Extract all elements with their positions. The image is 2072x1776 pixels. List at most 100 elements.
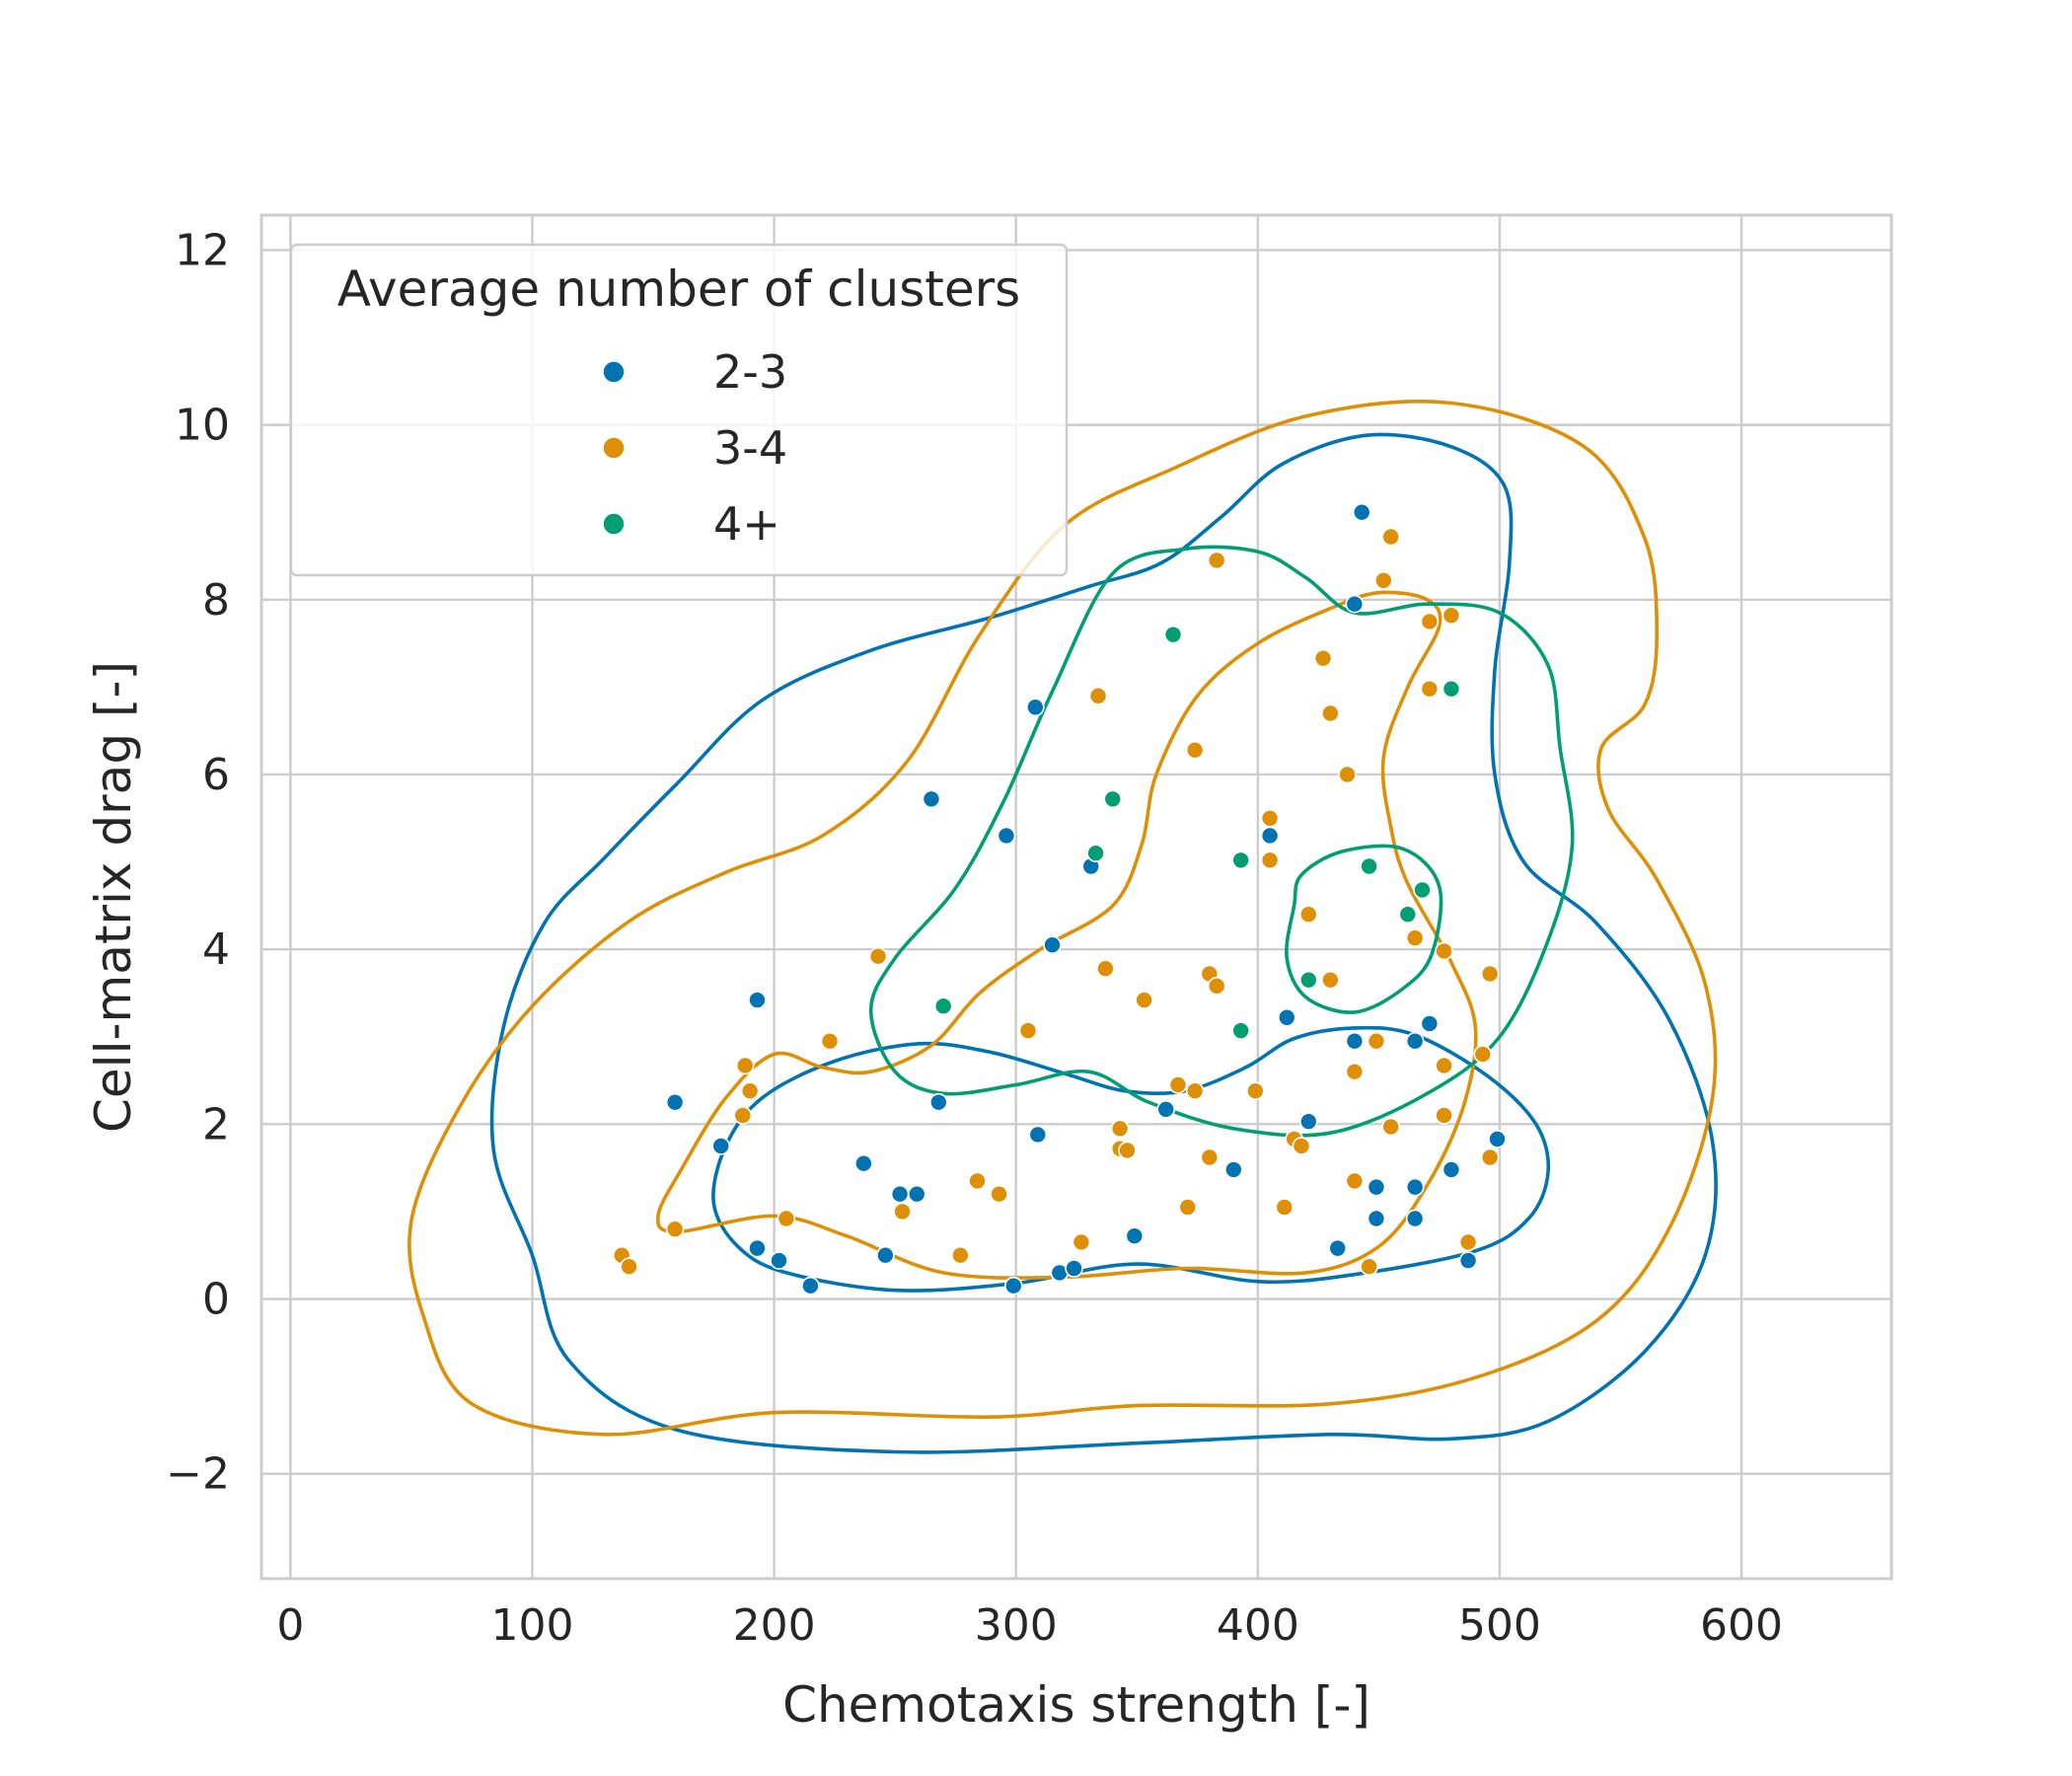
data-point-series-2	[1231, 851, 1250, 870]
density-contours	[407, 400, 1718, 1454]
data-point-series-0	[748, 1238, 767, 1258]
data-point-series-0	[665, 1092, 685, 1112]
data-point-series-2	[933, 997, 953, 1016]
data-point-series-1	[1207, 551, 1226, 570]
data-point-series-0	[922, 789, 941, 809]
data-point-series-0	[928, 1092, 948, 1112]
data-point-series-0	[1277, 1007, 1296, 1027]
data-point-series-1	[1345, 1062, 1365, 1081]
data-point-series-1	[951, 1245, 970, 1265]
data-point-series-1	[1338, 765, 1357, 784]
y-tick-label: 12	[175, 225, 230, 275]
data-point-series-1	[1373, 571, 1393, 590]
y-tick-label: 2	[202, 1099, 230, 1149]
data-point-series-1	[1420, 679, 1440, 699]
x-tick-label: 500	[1458, 1600, 1541, 1651]
data-point-series-0	[801, 1276, 820, 1295]
data-point-series-1	[1110, 1119, 1130, 1139]
data-point-series-2	[1103, 789, 1123, 809]
data-point-series-0	[770, 1251, 788, 1270]
legend-marker-4+	[602, 512, 626, 536]
y-tick-label: −2	[166, 1449, 230, 1500]
contour-series-0-level-0	[711, 1025, 1551, 1293]
data-point-series-2	[1231, 1021, 1250, 1040]
contour-series-0-level-1	[489, 432, 1718, 1454]
data-point-series-1	[893, 1202, 912, 1221]
y-tick-label: 8	[202, 575, 230, 626]
data-point-series-1	[968, 1171, 987, 1191]
data-point-series-1	[1298, 905, 1318, 925]
data-point-series-1	[1420, 612, 1440, 631]
x-tick-label: 300	[975, 1600, 1058, 1651]
data-point-series-2	[1442, 679, 1461, 699]
data-point-series-0	[1298, 1112, 1318, 1131]
data-point-series-0	[1125, 1226, 1145, 1246]
data-point-series-1	[1321, 970, 1340, 990]
data-point-series-1	[1200, 1147, 1220, 1167]
data-point-series-0	[1065, 1259, 1083, 1278]
data-point-series-1	[735, 1056, 755, 1075]
data-point-series-1	[1345, 1171, 1365, 1191]
data-point-series-0	[890, 1184, 910, 1204]
data-point-series-1	[1435, 1056, 1453, 1075]
data-point-series-0	[1156, 1099, 1175, 1119]
data-point-series-1	[620, 1257, 638, 1277]
contour-series-2-level-1	[868, 545, 1575, 1138]
data-point-series-1	[1072, 1232, 1091, 1252]
data-point-series-1	[1275, 1198, 1295, 1217]
data-point-series-0	[907, 1184, 926, 1204]
legend-marker-3-4	[602, 436, 626, 460]
data-point-series-0	[1352, 502, 1371, 522]
data-point-series-1	[1096, 959, 1115, 978]
data-point-series-0	[1345, 594, 1365, 614]
data-point-series-2	[1086, 844, 1105, 863]
data-point-series-2	[1360, 856, 1378, 876]
contour-series-1-level-1	[407, 400, 1718, 1437]
data-point-series-0	[1367, 1209, 1386, 1228]
data-point-series-1	[1088, 686, 1108, 705]
data-point-series-0	[1488, 1130, 1507, 1148]
legend-label-4+: 4+	[713, 497, 780, 551]
contour-series-1-level-0	[656, 590, 1478, 1280]
data-point-series-2	[1163, 625, 1183, 644]
data-point-series-1	[1381, 1117, 1400, 1137]
data-point-series-0	[997, 826, 1016, 846]
legend-label-2-3: 2-3	[713, 345, 787, 399]
data-point-series-1	[1178, 1198, 1198, 1217]
data-point-series-1	[1367, 1031, 1386, 1051]
x-tick-label: 100	[491, 1600, 574, 1651]
data-point-series-1	[1246, 1081, 1265, 1100]
x-tick-label: 0	[276, 1600, 304, 1651]
data-point-series-1	[733, 1106, 753, 1125]
data-point-series-1	[1018, 1021, 1038, 1040]
legend-marker-2-3	[602, 360, 626, 384]
data-point-series-1	[1480, 1147, 1500, 1167]
data-point-series-0	[1028, 1125, 1048, 1145]
legend: Average number of clusters 2-3 3-4 4+	[289, 243, 1069, 577]
data-point-series-1	[665, 1220, 685, 1238]
data-point-series-0	[1224, 1160, 1243, 1179]
data-point-series-1	[1168, 1075, 1188, 1094]
data-point-series-1	[1135, 991, 1153, 1009]
data-point-series-0	[1026, 698, 1045, 717]
x-axis-label: Chemotaxis strength [-]	[782, 1676, 1370, 1734]
data-point-series-1	[740, 1081, 760, 1100]
data-point-series-1	[1207, 977, 1226, 996]
data-point-series-0	[748, 991, 767, 1009]
y-tick-label: 4	[202, 925, 230, 975]
legend-entries: 2-3 3-4 4+	[602, 345, 787, 551]
data-point-series-1	[1458, 1232, 1478, 1252]
data-point-series-0	[1405, 1031, 1425, 1051]
data-point-series-1	[1292, 1137, 1311, 1155]
data-point-series-0	[1367, 1177, 1386, 1197]
x-tick-label: 600	[1700, 1600, 1783, 1651]
data-point-series-1	[1442, 606, 1461, 626]
y-tick-label: 6	[202, 750, 230, 800]
data-point-series-1	[1480, 964, 1500, 984]
legend-title: Average number of clusters	[337, 260, 1020, 318]
y-axis-label: Cell-matrix drag [-]	[85, 661, 142, 1133]
data-point-series-1	[1381, 527, 1400, 547]
data-point-series-1	[1118, 1141, 1137, 1160]
scatter-points	[612, 502, 1507, 1295]
data-point-series-0	[1260, 826, 1280, 846]
